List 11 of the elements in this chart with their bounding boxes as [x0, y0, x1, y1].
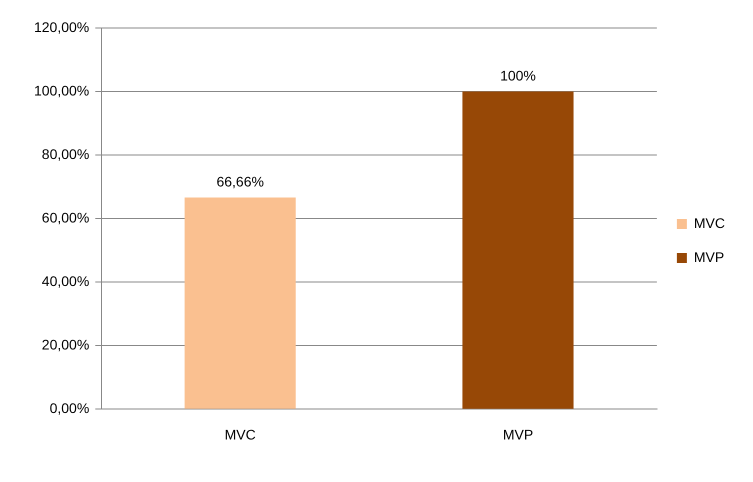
y-tick-label: 120,00% [34, 18, 90, 35]
data-label: 66,66% [216, 173, 264, 190]
y-tick-label: 60,00% [42, 209, 90, 226]
y-tick-label: 40,00% [42, 272, 90, 289]
data-label: 100% [500, 67, 536, 84]
y-tick-label: 80,00% [42, 146, 90, 162]
legend-label: MVC [694, 214, 726, 231]
y-tick-label: 100,00% [34, 82, 90, 98]
y-tick-label: 20,00% [42, 336, 90, 353]
legend-label: MVP [694, 248, 724, 265]
y-tick-label: 0,00% [50, 400, 90, 416]
